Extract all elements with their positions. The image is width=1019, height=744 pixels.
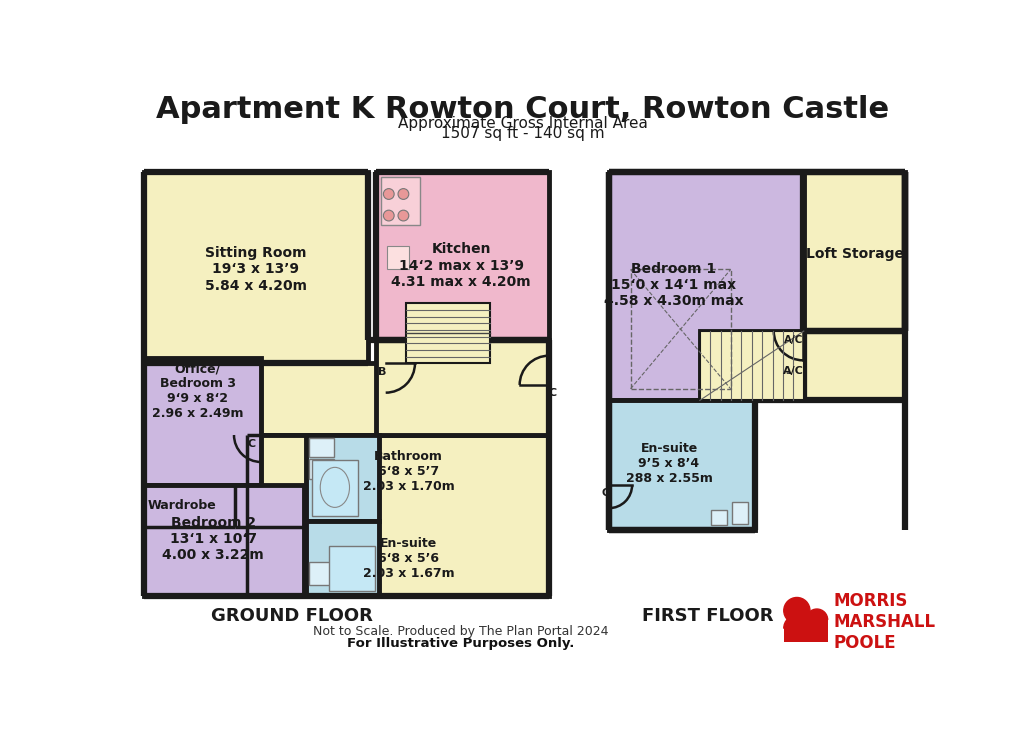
Text: -: - xyxy=(785,366,791,380)
Bar xyxy=(309,438,334,457)
Bar xyxy=(608,173,802,400)
Ellipse shape xyxy=(320,467,350,507)
Bar xyxy=(376,173,548,340)
Text: Bedroom 1
15‘0 x 14‘1 max
4.58 x 4.30m max: Bedroom 1 15‘0 x 14‘1 max 4.58 x 4.30m m… xyxy=(603,262,743,308)
Bar xyxy=(144,485,234,527)
Bar xyxy=(247,435,548,596)
Text: Bedroom 2
13‘1 x 10‘7
4.00 x 3.22m: Bedroom 2 13‘1 x 10‘7 4.00 x 3.22m xyxy=(162,516,264,562)
Text: Kitchen
14‘2 max x 13’9
4.31 max x 4.20m: Kitchen 14‘2 max x 13’9 4.31 max x 4.20m xyxy=(391,243,531,289)
Wedge shape xyxy=(805,609,826,620)
Text: 1507 sq ft - 140 sq m: 1507 sq ft - 140 sq m xyxy=(440,126,604,141)
Bar xyxy=(381,177,419,225)
Text: Loft Storage: Loft Storage xyxy=(805,247,903,261)
Text: Approximate Gross Internal Area: Approximate Gross Internal Area xyxy=(397,115,647,131)
Bar xyxy=(803,173,905,331)
Text: MORRIS
MARSHALL
POOLE: MORRIS MARSHALL POOLE xyxy=(833,592,935,652)
Bar xyxy=(783,626,809,642)
Bar xyxy=(306,522,378,596)
Circle shape xyxy=(397,210,409,221)
Bar xyxy=(732,502,747,524)
Bar xyxy=(805,619,826,642)
Bar xyxy=(144,173,368,363)
Text: C: C xyxy=(248,439,256,449)
Circle shape xyxy=(783,597,809,623)
Bar xyxy=(699,331,803,400)
Bar xyxy=(309,459,334,479)
Bar xyxy=(406,304,490,363)
Text: Wardrobe: Wardrobe xyxy=(148,499,217,513)
Text: En-suite
9’5 x 8’4
288 x 2.55m: En-suite 9’5 x 8’4 288 x 2.55m xyxy=(625,442,712,485)
Text: A/C: A/C xyxy=(783,366,803,376)
Text: C: C xyxy=(601,488,608,498)
Bar xyxy=(144,363,548,435)
Bar xyxy=(306,435,378,522)
Bar xyxy=(376,340,548,435)
Bar xyxy=(144,358,261,485)
Text: GROUND FLOOR: GROUND FLOOR xyxy=(211,607,372,625)
Circle shape xyxy=(397,189,409,199)
Text: FIRST FLOOR: FIRST FLOOR xyxy=(642,607,772,625)
Bar xyxy=(312,460,358,516)
Bar xyxy=(309,562,334,586)
Text: B: B xyxy=(378,367,386,377)
Text: For Illustrative Purposes Only.: For Illustrative Purposes Only. xyxy=(347,637,575,650)
Text: Not to Scale. Produced by The Plan Portal 2024: Not to Scale. Produced by The Plan Porta… xyxy=(313,625,608,638)
Bar xyxy=(387,246,409,269)
Text: En-suite
6‘8 x 5’6
2.03 x 1.67m: En-suite 6‘8 x 5’6 2.03 x 1.67m xyxy=(363,536,454,580)
Text: A/C: A/C xyxy=(784,336,803,345)
Circle shape xyxy=(383,189,393,199)
Circle shape xyxy=(383,210,393,221)
Text: Apartment K Rowton Court, Rowton Castle: Apartment K Rowton Court, Rowton Castle xyxy=(156,94,889,124)
Bar xyxy=(328,546,375,591)
Text: Bathroom
6‘8 x 5’7
2.03 x 1.70m: Bathroom 6‘8 x 5’7 2.03 x 1.70m xyxy=(363,450,454,493)
Wedge shape xyxy=(783,615,809,628)
Bar xyxy=(144,485,304,596)
Text: Office/
Bedroom 3
9‘9 x 8‘2
2.96 x 2.49m: Office/ Bedroom 3 9‘9 x 8‘2 2.96 x 2.49m xyxy=(152,362,244,420)
Text: C: C xyxy=(548,388,556,399)
Bar xyxy=(608,400,754,530)
Text: Sitting Room
19‘3 x 13’9
5.84 x 4.20m: Sitting Room 19‘3 x 13’9 5.84 x 4.20m xyxy=(205,246,307,292)
Bar xyxy=(630,269,730,389)
Bar xyxy=(699,331,905,400)
Bar xyxy=(710,510,727,525)
